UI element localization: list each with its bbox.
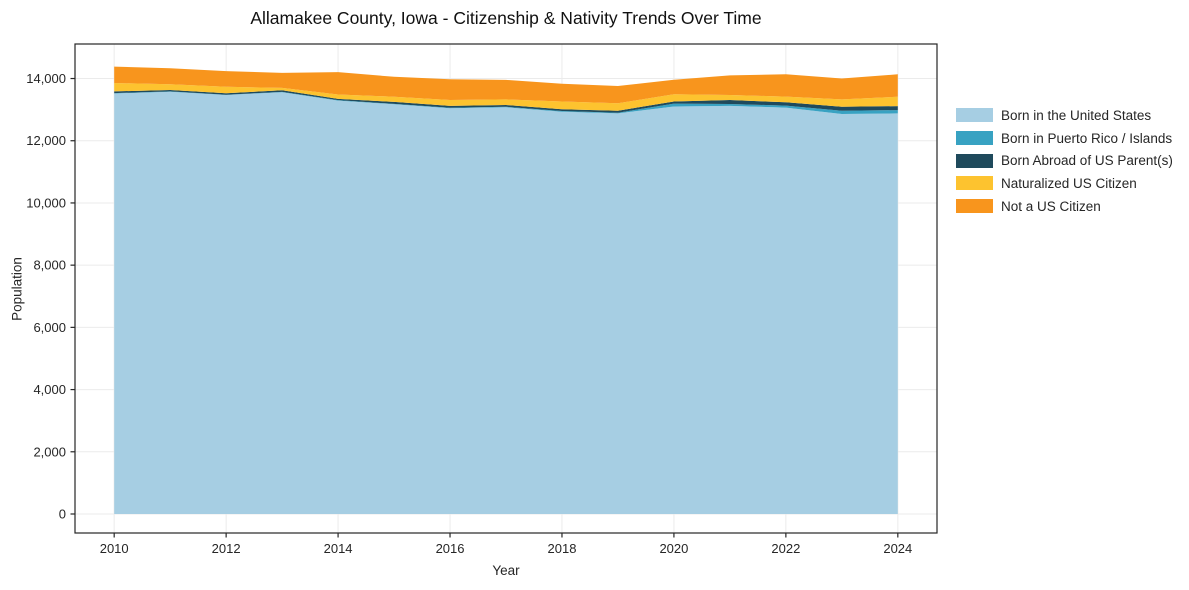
legend-label: Not a US Citizen — [1001, 198, 1101, 214]
legend-swatch-naturalized — [956, 176, 993, 191]
x-tick-label: 2016 — [436, 541, 465, 556]
area-not-a-us-citizen — [114, 66, 898, 104]
y-tick-label: 2,000 — [33, 444, 66, 459]
legend-label: Born in Puerto Rico / Islands — [1001, 130, 1173, 146]
legend: Born in the United States Born in Puerto… — [956, 104, 1173, 217]
legend-item: Not a US Citizen — [956, 195, 1173, 218]
x-tick-label: 2018 — [548, 541, 577, 556]
y-tick-label: 6,000 — [33, 320, 66, 335]
legend-swatch-born-abroad — [956, 153, 993, 168]
area-born-in-the-united-states — [114, 91, 898, 514]
x-tick-label: 2022 — [771, 541, 800, 556]
y-tick-label: 8,000 — [33, 258, 66, 273]
x-tick-label: 2012 — [212, 541, 241, 556]
x-tick-label: 2010 — [100, 541, 129, 556]
x-tick-label: 2024 — [883, 541, 912, 556]
area-born-abroad-of-us-parent-s — [114, 90, 898, 113]
y-axis-label: Population — [9, 257, 25, 321]
legend-swatch-born-pr — [956, 131, 993, 146]
legend-label: Born Abroad of US Parent(s) — [1001, 153, 1173, 169]
x-axis-label: Year — [492, 563, 520, 578]
y-tick-label: 0 — [59, 506, 66, 521]
legend-item: Born Abroad of US Parent(s) — [956, 149, 1173, 172]
legend-label: Naturalized US Citizen — [1001, 175, 1137, 191]
y-tick-label: 12,000 — [26, 133, 66, 148]
legend-item: Naturalized US Citizen — [956, 172, 1173, 195]
x-tick-label: 2020 — [659, 541, 688, 556]
legend-item: Born in the United States — [956, 104, 1173, 127]
legend-swatch-not-citizen — [956, 199, 993, 214]
y-tick-label: 4,000 — [33, 382, 66, 397]
y-tick-label: 10,000 — [26, 195, 66, 210]
legend-item: Born in Puerto Rico / Islands — [956, 127, 1173, 150]
plot-frame — [74, 43, 938, 534]
y-tick-label: 14,000 — [26, 71, 66, 86]
area-naturalized-us-citizen — [114, 83, 898, 111]
x-tick-label: 2014 — [324, 541, 353, 556]
legend-label: Born in the United States — [1001, 107, 1152, 123]
legend-swatch-born-us — [956, 108, 993, 123]
chart-title: Allamakee County, Iowa - Citizenship & N… — [250, 8, 762, 28]
